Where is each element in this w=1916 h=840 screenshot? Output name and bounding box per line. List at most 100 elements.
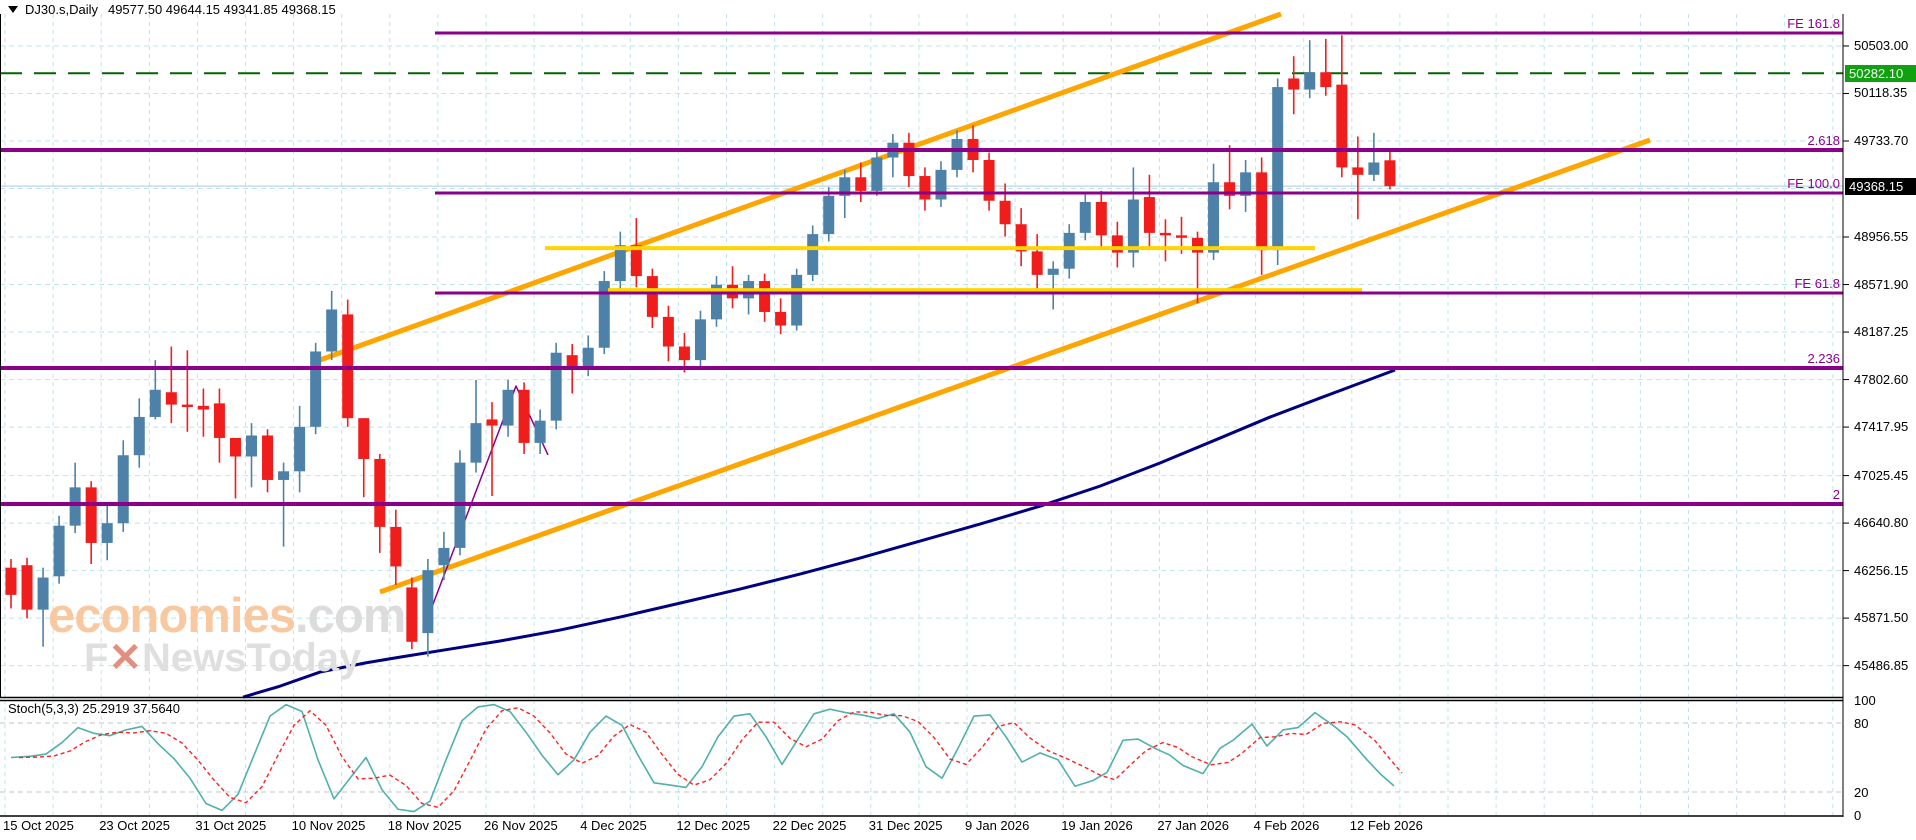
candle-up [710, 276, 722, 327]
date-axis-label: 9 Jan 2026 [965, 818, 1030, 833]
candle-up [1368, 132, 1380, 181]
chevron-down-icon[interactable] [8, 5, 18, 13]
chart-title: DJ30.s,Daily 49577.50 49644.15 49341.85 … [6, 1, 336, 17]
watermark-brand-suffix: .com [294, 589, 406, 643]
stochastic-signal-line [18, 706, 1403, 809]
candle-up [1240, 159, 1252, 212]
candle-down [1143, 174, 1155, 247]
candle-down [1224, 145, 1236, 210]
current-price-badge: 49368.15 [1845, 178, 1916, 196]
candle-up [694, 310, 706, 368]
candle-down [1384, 152, 1396, 190]
moving-average-line [242, 368, 1396, 699]
date-axis-label: 31 Oct 2025 [195, 818, 267, 833]
candle-up [1272, 78, 1284, 265]
candle-down [983, 152, 995, 211]
candle-down [1336, 35, 1348, 178]
fibonacci-level-label: 2.618 [1807, 132, 1840, 148]
candle-up [310, 342, 322, 435]
candle-up [534, 409, 546, 455]
fibonacci-level-label: FE 61.8 [1794, 276, 1840, 292]
fibonacci-level-label: 2.236 [1807, 351, 1840, 367]
stochastic-indicator-label: Stoch(5,3,3) 25.2919 37.5640 [8, 701, 181, 716]
candle-down [21, 557, 33, 619]
date-axis-label: 4 Dec 2025 [580, 818, 647, 833]
candle-down [1031, 234, 1043, 291]
date-axis-label: 23 Oct 2025 [99, 818, 171, 833]
candle-down [390, 509, 402, 585]
candle-down [919, 167, 931, 211]
price-axis-label: 46256.15 [1854, 562, 1909, 578]
candle-up [470, 379, 482, 473]
candle-up [823, 187, 835, 242]
watermark-brand: economies [48, 589, 296, 643]
candle-down [775, 298, 787, 335]
price-axis-label: 50503.00 [1854, 37, 1909, 53]
date-axis-label: 12 Dec 2025 [676, 818, 751, 833]
candle-down [1159, 219, 1171, 262]
symbol-period-label: DJ30.s,Daily [25, 1, 98, 17]
candle-down [229, 437, 241, 499]
candle-up [438, 531, 450, 581]
price-axis-label: 47025.45 [1854, 467, 1909, 483]
fibonacci-level-label: FE 100.0 [1787, 175, 1840, 191]
stochastic-main-line [10, 703, 1395, 813]
candle-down [213, 388, 225, 463]
fx-cross-icon: ✕ [108, 636, 142, 680]
candle-up [133, 398, 145, 468]
watermark-subtitle: F✕NewsToday [84, 638, 361, 678]
stoch-scale-label: 0 [1854, 808, 1862, 823]
candle-down [759, 273, 771, 322]
price-axis-label: 47802.60 [1854, 371, 1909, 387]
stoch-scale-label: 80 [1854, 716, 1869, 731]
candle-up [37, 567, 49, 647]
watermark-rest: NewsToday [141, 636, 362, 680]
date-axis-label: 12 Feb 2026 [1349, 818, 1423, 833]
candle-up [1127, 167, 1139, 268]
date-axis-label: 4 Feb 2026 [1253, 818, 1320, 833]
watermark-logo: economies.com [48, 589, 406, 643]
candle-up [935, 161, 947, 207]
date-axis-label: 18 Nov 2025 [387, 818, 462, 833]
candle-down [165, 346, 177, 424]
date-axis-label: 22 Dec 2025 [772, 818, 847, 833]
date-axis-label: 31 Dec 2025 [868, 818, 943, 833]
candle-up [117, 440, 129, 532]
date-axis-label: 15 Oct 2025 [3, 818, 74, 833]
price-axis-label: 45486.85 [1854, 657, 1909, 673]
candle-down [678, 332, 690, 373]
candle-down [518, 382, 530, 455]
price-axis-label: 45871.50 [1854, 610, 1909, 626]
candle-up [294, 405, 306, 493]
candle-up [598, 271, 610, 354]
price-axis-label: 48571.90 [1854, 276, 1909, 292]
green-level-price-badge: 50282.10 [1845, 65, 1916, 83]
candle-up [246, 423, 258, 488]
candle-down [646, 268, 658, 328]
candle-down [1256, 157, 1268, 275]
date-axis-label: 27 Jan 2026 [1157, 818, 1229, 833]
price-axis-label: 48956.55 [1854, 229, 1909, 244]
candle-down [5, 559, 17, 609]
candle-down [1288, 56, 1300, 115]
candle-down [85, 481, 97, 564]
candle-down [486, 402, 498, 497]
candle-up [871, 151, 883, 196]
candle-up [422, 559, 434, 657]
candle-down [262, 429, 274, 493]
candle-up [1047, 261, 1059, 310]
date-axis-label: 26 Nov 2025 [484, 818, 558, 833]
orange-trend-line [379, 137, 1651, 595]
price-axis-label: 47417.95 [1854, 419, 1909, 435]
date-axis-label: 10 Nov 2025 [291, 818, 366, 833]
watermark-f: F [84, 636, 109, 680]
candle-up [807, 225, 819, 282]
stoch-scale-label: 20 [1854, 785, 1869, 800]
price-axis-label: 48187.25 [1854, 324, 1909, 340]
candle-up [1063, 224, 1075, 279]
candle-up [502, 379, 514, 437]
candle-down [630, 218, 642, 288]
price-axis-label: 46640.80 [1854, 515, 1909, 531]
candle-down [903, 132, 915, 188]
